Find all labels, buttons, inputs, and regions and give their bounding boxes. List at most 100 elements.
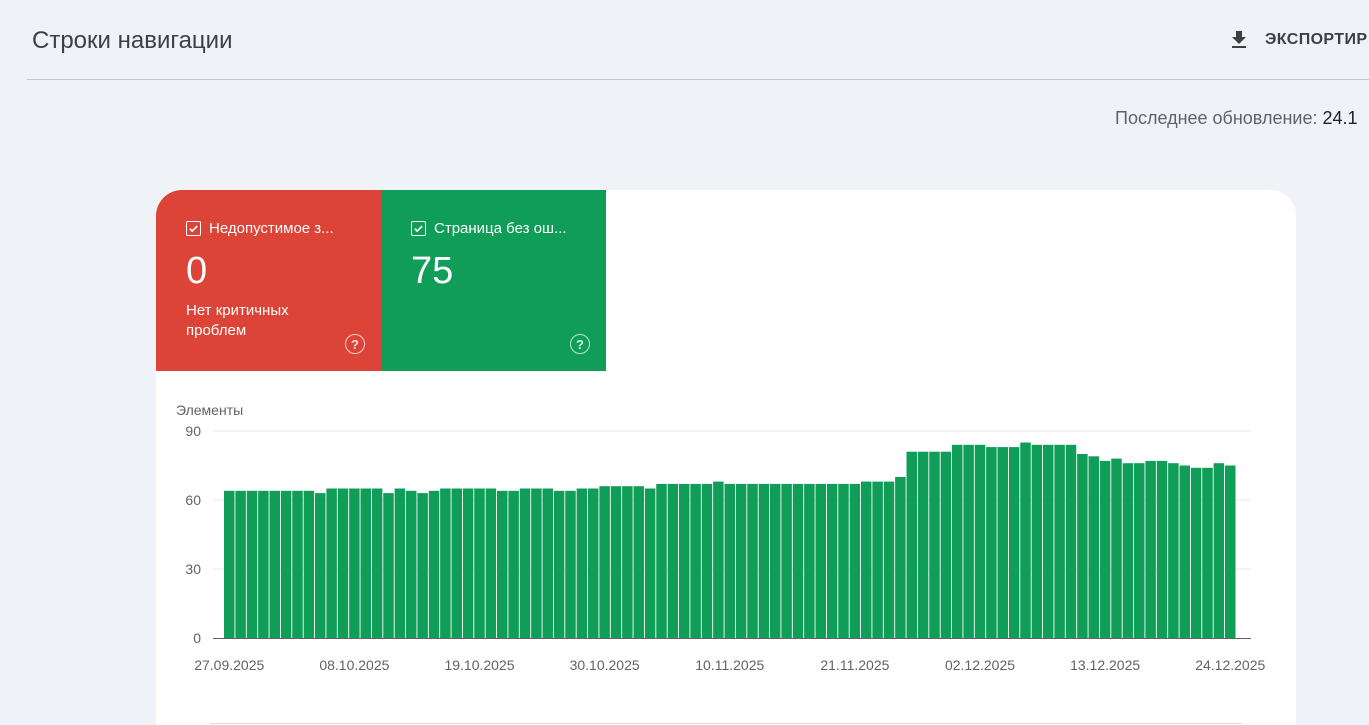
bar	[588, 488, 599, 638]
tile-valid[interactable]: Страница без ош... 75 ?	[381, 190, 606, 371]
bar	[997, 447, 1008, 638]
bar	[519, 488, 531, 638]
download-icon	[1227, 28, 1251, 52]
bar	[963, 444, 974, 638]
tile-invalid-subtitle: Нет критичных проблем	[186, 302, 289, 339]
bar	[849, 483, 861, 638]
y-axis-label: Элементы	[176, 402, 243, 418]
bar	[690, 483, 701, 638]
bar	[622, 486, 633, 638]
bar	[440, 488, 451, 638]
bar	[508, 490, 519, 638]
bar	[610, 486, 622, 638]
x-tick-label: 02.12.2025	[945, 657, 1015, 673]
bar	[713, 481, 724, 638]
bar	[303, 490, 315, 638]
bar	[633, 486, 644, 638]
bar	[974, 444, 986, 638]
bar	[565, 490, 576, 638]
bar	[906, 451, 917, 638]
help-icon[interactable]: ?	[570, 334, 590, 354]
bar	[258, 490, 269, 638]
bar	[1008, 447, 1020, 638]
bar	[235, 490, 246, 638]
bar	[929, 451, 940, 638]
tile-invalid-title: Недопустимое з...	[209, 220, 334, 237]
checkbox-icon[interactable]	[411, 221, 426, 236]
bar	[940, 451, 952, 638]
bar	[679, 483, 690, 638]
x-tick-label: 30.10.2025	[570, 657, 640, 673]
bar	[1213, 463, 1225, 638]
bar	[269, 490, 280, 638]
bar	[371, 488, 383, 638]
bar	[406, 490, 417, 638]
tile-invalid[interactable]: Недопустимое з... 0 Нет критичных пробле…	[156, 190, 381, 371]
bar	[349, 488, 360, 638]
bar	[246, 490, 258, 638]
last-update-label: Последнее обновление:	[1115, 108, 1318, 128]
bar	[1065, 444, 1077, 638]
x-tick-label: 08.10.2025	[319, 657, 389, 673]
bar	[747, 483, 758, 638]
bar	[917, 451, 929, 638]
bar	[804, 483, 815, 638]
x-tick-label: 21.11.2025	[820, 657, 889, 673]
bar	[952, 444, 963, 638]
help-icon[interactable]: ?	[345, 334, 365, 354]
bar	[1088, 456, 1099, 638]
bar	[360, 488, 371, 638]
bar	[1077, 454, 1088, 638]
bar	[826, 483, 838, 638]
bar	[1031, 444, 1043, 638]
bar	[1122, 463, 1134, 638]
bar	[770, 483, 781, 638]
last-update: Последнее обновление: 24.1	[1115, 108, 1358, 129]
bar	[1020, 442, 1031, 638]
y-tick-label: 60	[185, 492, 201, 508]
bar	[1190, 467, 1202, 638]
tile-valid-title: Страница без ош...	[434, 220, 567, 237]
bar	[895, 477, 906, 638]
bar	[474, 488, 485, 638]
bar	[701, 483, 713, 638]
bar	[280, 490, 292, 638]
bar	[497, 490, 508, 638]
export-button[interactable]: ЭКСПОРТИР	[1227, 24, 1367, 56]
page-header: Строки навигации ЭКСПОРТИР	[27, 0, 1369, 80]
y-tick-label: 90	[185, 423, 201, 439]
x-tick-label: 27.09.2025	[194, 657, 264, 673]
x-tick-label: 19.10.2025	[444, 657, 514, 673]
bar	[781, 483, 792, 638]
bar	[861, 481, 872, 638]
bar	[326, 488, 337, 638]
bar	[224, 490, 235, 638]
bar	[292, 490, 303, 638]
bar	[1134, 463, 1145, 638]
bar	[1225, 465, 1236, 638]
bar	[417, 493, 428, 638]
bar	[1054, 444, 1065, 638]
bar	[1168, 463, 1179, 638]
bar	[986, 447, 997, 638]
report-card: Недопустимое з... 0 Нет критичных пробле…	[156, 190, 1296, 725]
bar	[724, 483, 735, 638]
bar	[735, 483, 747, 638]
bar	[599, 486, 610, 638]
bar	[531, 488, 542, 638]
bar	[337, 488, 349, 638]
x-tick-label: 10.11.2025	[695, 657, 764, 673]
bar	[1179, 465, 1190, 638]
bar	[1099, 460, 1111, 638]
bar	[451, 488, 462, 638]
bar	[1043, 444, 1054, 638]
x-tick-label: 24.12.2025	[1195, 657, 1265, 673]
bar	[553, 490, 565, 638]
bar	[1111, 458, 1122, 638]
checkbox-icon[interactable]	[186, 221, 201, 236]
x-tick-label: 13.12.2025	[1070, 657, 1140, 673]
bar	[656, 483, 667, 638]
tile-invalid-header: Недопустимое з...	[186, 220, 381, 237]
tile-invalid-count: 0	[186, 250, 208, 292]
